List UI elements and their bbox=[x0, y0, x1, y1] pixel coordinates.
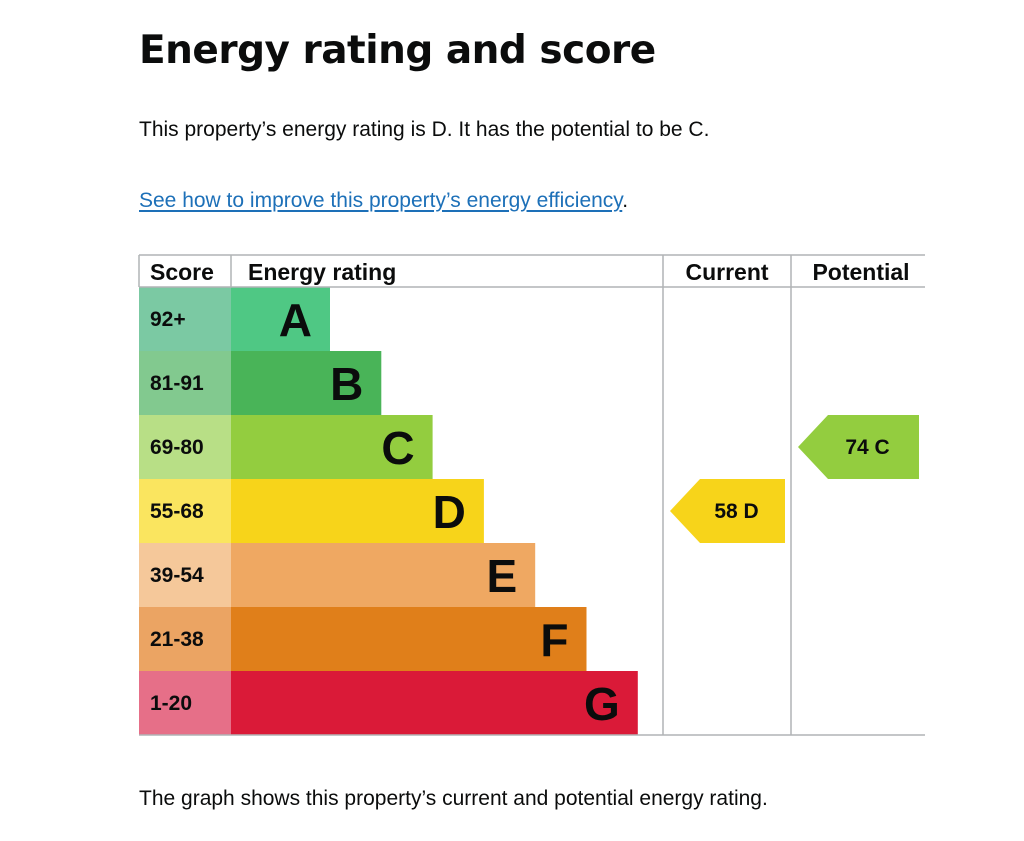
band-row-g: 1-20 G bbox=[139, 671, 638, 735]
score-range-label: 55-68 bbox=[150, 500, 204, 523]
band-letter-label: E bbox=[487, 550, 518, 602]
chart-bands: 92+ A 81-91 B 69-80 C 55-68 D 39-54 E 21-38 F 1-20 G bbox=[139, 287, 638, 735]
band-letter-label: D bbox=[433, 486, 466, 538]
score-cell-e bbox=[139, 543, 231, 607]
band-bar-b bbox=[231, 351, 382, 415]
band-bar-d bbox=[231, 479, 484, 543]
band-bar-f bbox=[231, 607, 587, 671]
chart-arrows: 58 D 74 C bbox=[670, 415, 919, 543]
score-column-header: Score bbox=[150, 259, 214, 285]
improve-efficiency-link[interactable]: See how to improve this property’s energ… bbox=[139, 189, 623, 212]
score-cell-a bbox=[139, 287, 231, 351]
current-rating-arrow: 58 D bbox=[670, 479, 785, 543]
band-letter-label: C bbox=[381, 422, 414, 474]
band-bar-c bbox=[231, 415, 433, 479]
chart-caption: The graph shows this property’s current … bbox=[139, 787, 768, 810]
score-range-label: 39-54 bbox=[150, 564, 204, 587]
potential-rating-label: 74 C bbox=[845, 436, 889, 459]
score-range-label: 21-38 bbox=[150, 628, 204, 651]
band-letter-label: G bbox=[584, 678, 620, 730]
current-arrow-shape bbox=[670, 479, 785, 543]
band-row-b: 81-91 B bbox=[139, 351, 382, 415]
score-range-label: 81-91 bbox=[150, 372, 204, 395]
potential-column-header: Potential bbox=[812, 259, 909, 285]
current-rating-label: 58 D bbox=[714, 500, 758, 523]
improve-link-suffix: . bbox=[622, 189, 629, 212]
chart-headers: Score Energy rating Current Potential bbox=[150, 259, 910, 285]
band-letter-label: F bbox=[540, 614, 568, 666]
band-bar-a bbox=[231, 287, 330, 351]
rating-summary: This property’s energy rating is D. It h… bbox=[139, 118, 710, 141]
band-row-f: 21-38 F bbox=[139, 607, 587, 671]
current-column-header: Current bbox=[685, 259, 768, 285]
band-row-a: 92+ A bbox=[139, 287, 330, 351]
score-range-label: 69-80 bbox=[150, 436, 204, 459]
score-cell-f bbox=[139, 607, 231, 671]
score-cell-c bbox=[139, 415, 231, 479]
energy-rating-column-header: Energy rating bbox=[248, 259, 396, 285]
band-letter-label: A bbox=[279, 294, 312, 346]
score-cell-d bbox=[139, 479, 231, 543]
potential-arrow-shape bbox=[798, 415, 919, 479]
band-row-e: 39-54 E bbox=[139, 543, 536, 607]
potential-rating-arrow: 74 C bbox=[798, 415, 919, 479]
band-bar-e bbox=[231, 543, 536, 607]
chart-grid bbox=[138, 254, 925, 736]
band-row-d: 55-68 D bbox=[139, 479, 484, 543]
page-title: Energy rating and score bbox=[139, 28, 656, 73]
score-cell-b bbox=[139, 351, 231, 415]
band-letter-label: B bbox=[330, 358, 363, 410]
band-row-c: 69-80 C bbox=[139, 415, 433, 479]
score-range-label: 92+ bbox=[150, 308, 186, 331]
score-range-label: 1-20 bbox=[150, 692, 192, 715]
improve-paragraph: See how to improve this property’s energ… bbox=[139, 187, 628, 215]
band-bar-g bbox=[231, 671, 638, 735]
score-cell-g bbox=[139, 671, 231, 735]
